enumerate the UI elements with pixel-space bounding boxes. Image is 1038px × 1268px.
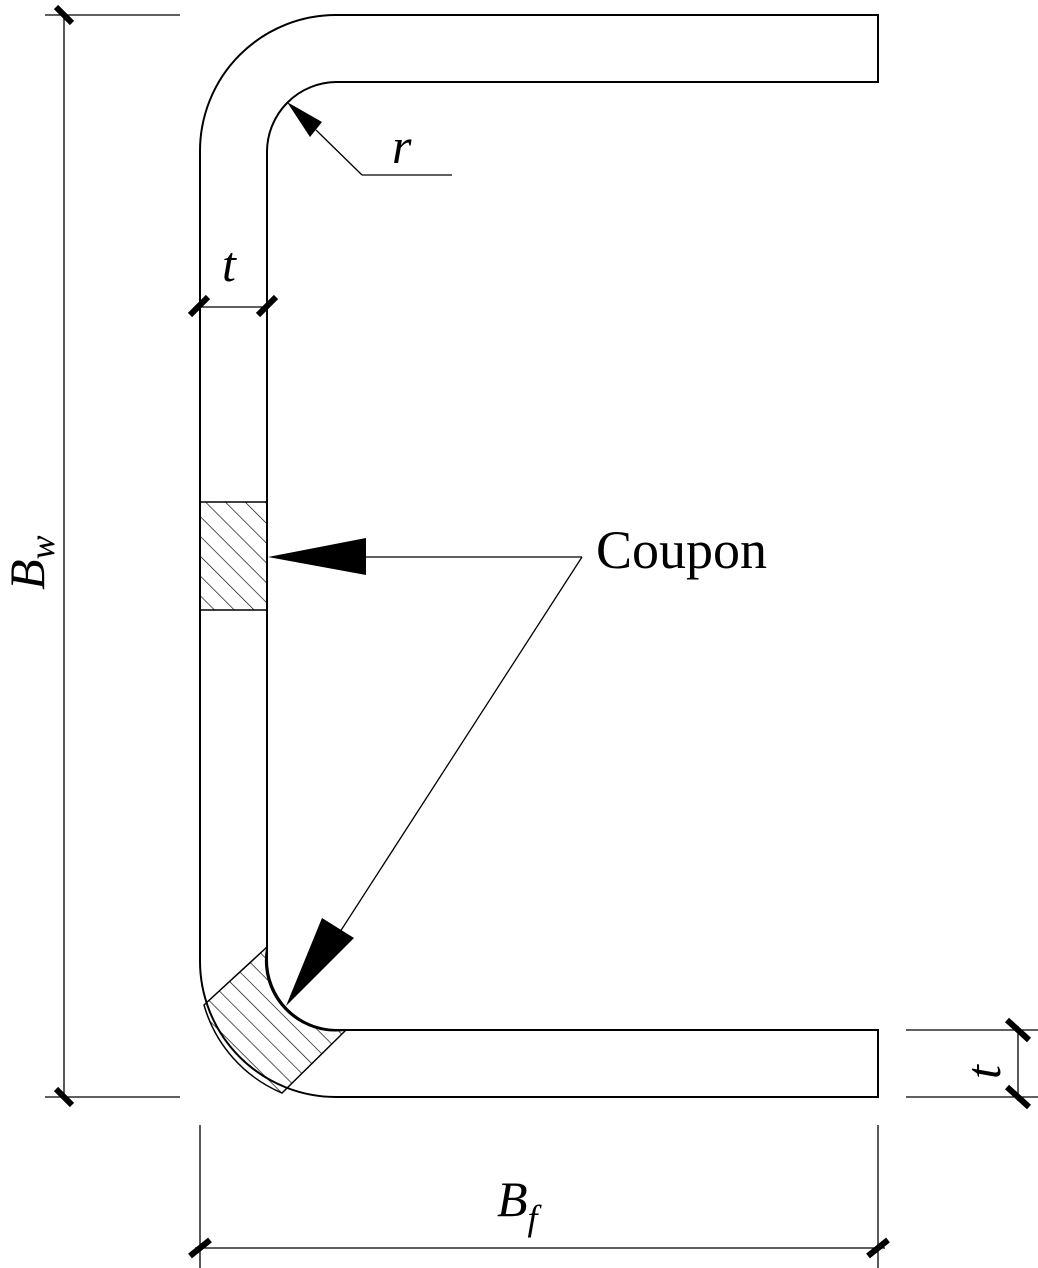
corner-coupon-arrowhead (286, 918, 354, 1006)
dim-tick-left (188, 1237, 212, 1259)
flange-width-label: Bf (497, 1171, 543, 1238)
radius-leader (287, 102, 452, 176)
web-width-label: Bw (0, 535, 62, 590)
corner-coupon-hatch (203, 944, 349, 1094)
flange-thickness-dimension (906, 1017, 1038, 1110)
web-width-sub: w (22, 535, 62, 559)
flange-width-sub: f (528, 1198, 543, 1238)
web-coupon-hatch (199, 501, 268, 611)
dim-tick-flange-top (1004, 1017, 1032, 1043)
dim-tick-web-right (255, 294, 279, 318)
flange-width-dimension (188, 1125, 890, 1268)
coupon-leaders (268, 538, 583, 1006)
channel-outline (198, 14, 879, 1098)
radius-arrowhead (287, 102, 322, 137)
dim-tick-right (866, 1237, 890, 1259)
web-width-main: B (0, 559, 55, 590)
web-coupon-arrowhead (268, 538, 366, 575)
flange-thickness-label: t (955, 1064, 1011, 1079)
flange-width-main: B (497, 1171, 528, 1227)
dim-tick-bottom (53, 1086, 75, 1108)
web-thickness-dimension (187, 294, 279, 318)
web-width-dimension (45, 4, 180, 1108)
dim-tick-top (53, 4, 75, 26)
dim-tick-web-left (187, 294, 211, 318)
coupon-label: Coupon (596, 520, 767, 580)
radius-label: r (392, 118, 412, 174)
dim-tick-flange-bottom (1004, 1084, 1032, 1110)
web-thickness-label: t (222, 236, 237, 292)
